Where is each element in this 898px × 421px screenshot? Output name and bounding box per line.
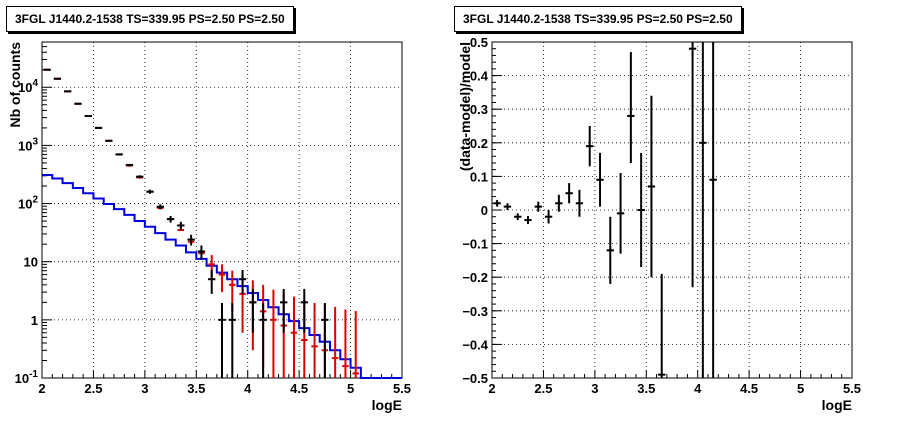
left-panel-title: 3FGL J1440.2-1538 TS=339.95 PS=2.50 PS=2…	[6, 6, 294, 32]
right-x-tick-label: 4.5	[740, 381, 758, 396]
left-y-axis-label: Nb of counts	[7, 42, 23, 128]
right-x-tick-label: 2.5	[534, 381, 552, 396]
right-y-tick-label: 0.5	[470, 35, 488, 50]
right-y-tick-label: 0	[481, 203, 488, 218]
left-x-axis-label: logE	[372, 397, 402, 413]
right-y-axis-label: (data-model)/model	[457, 42, 473, 171]
right-x-tick-label: 2	[488, 381, 495, 396]
right-x-axis-label: logE	[822, 397, 852, 413]
left-x-tick-label: 3.5	[187, 381, 205, 396]
left-y-tick-label: 104	[18, 78, 38, 95]
right-x-tick-label: 3.5	[637, 381, 655, 396]
left-x-tick-label: 5.5	[393, 381, 411, 396]
right-y-tick-label: 0.1	[470, 169, 488, 184]
left-y-tick-label: 10	[24, 255, 38, 270]
right-y-tick-label: 0.4	[470, 69, 489, 84]
left-x-tick-label: 5	[347, 381, 354, 396]
left-y-tick-label: 103	[18, 136, 38, 153]
left-x-tick-label: 4.5	[290, 381, 308, 396]
left-y-tick-label: 1	[31, 313, 38, 328]
left-x-tick-label: 2	[38, 381, 45, 396]
right-y-tick-label: −0.1	[462, 237, 488, 252]
right-x-tick-label: 3	[591, 381, 598, 396]
right-x-tick-label: 5	[797, 381, 804, 396]
right-y-tick-label: −0.2	[462, 270, 488, 285]
right-y-tick-label: −0.3	[462, 304, 488, 319]
left-x-tick-label: 2.5	[84, 381, 102, 396]
right-panel-title: 3FGL J1440.2-1538 TS=339.95 PS=2.50 PS=2…	[454, 6, 742, 32]
right-y-tick-label: 0.2	[470, 136, 488, 151]
right-x-tick-label: 4	[694, 381, 702, 396]
background-model-line	[42, 173, 402, 379]
left-x-tick-label: 4	[244, 381, 252, 396]
left-x-tick-label: 3	[141, 381, 148, 396]
left-y-tick-label: 10-1	[15, 369, 39, 386]
left-y-tick-label: 102	[18, 195, 38, 212]
right-y-tick-label: 0.3	[470, 102, 488, 117]
right-y-tick-label: −0.4	[462, 337, 488, 352]
right-y-tick-label: −0.5	[462, 371, 488, 386]
right-x-tick-label: 5.5	[843, 381, 861, 396]
